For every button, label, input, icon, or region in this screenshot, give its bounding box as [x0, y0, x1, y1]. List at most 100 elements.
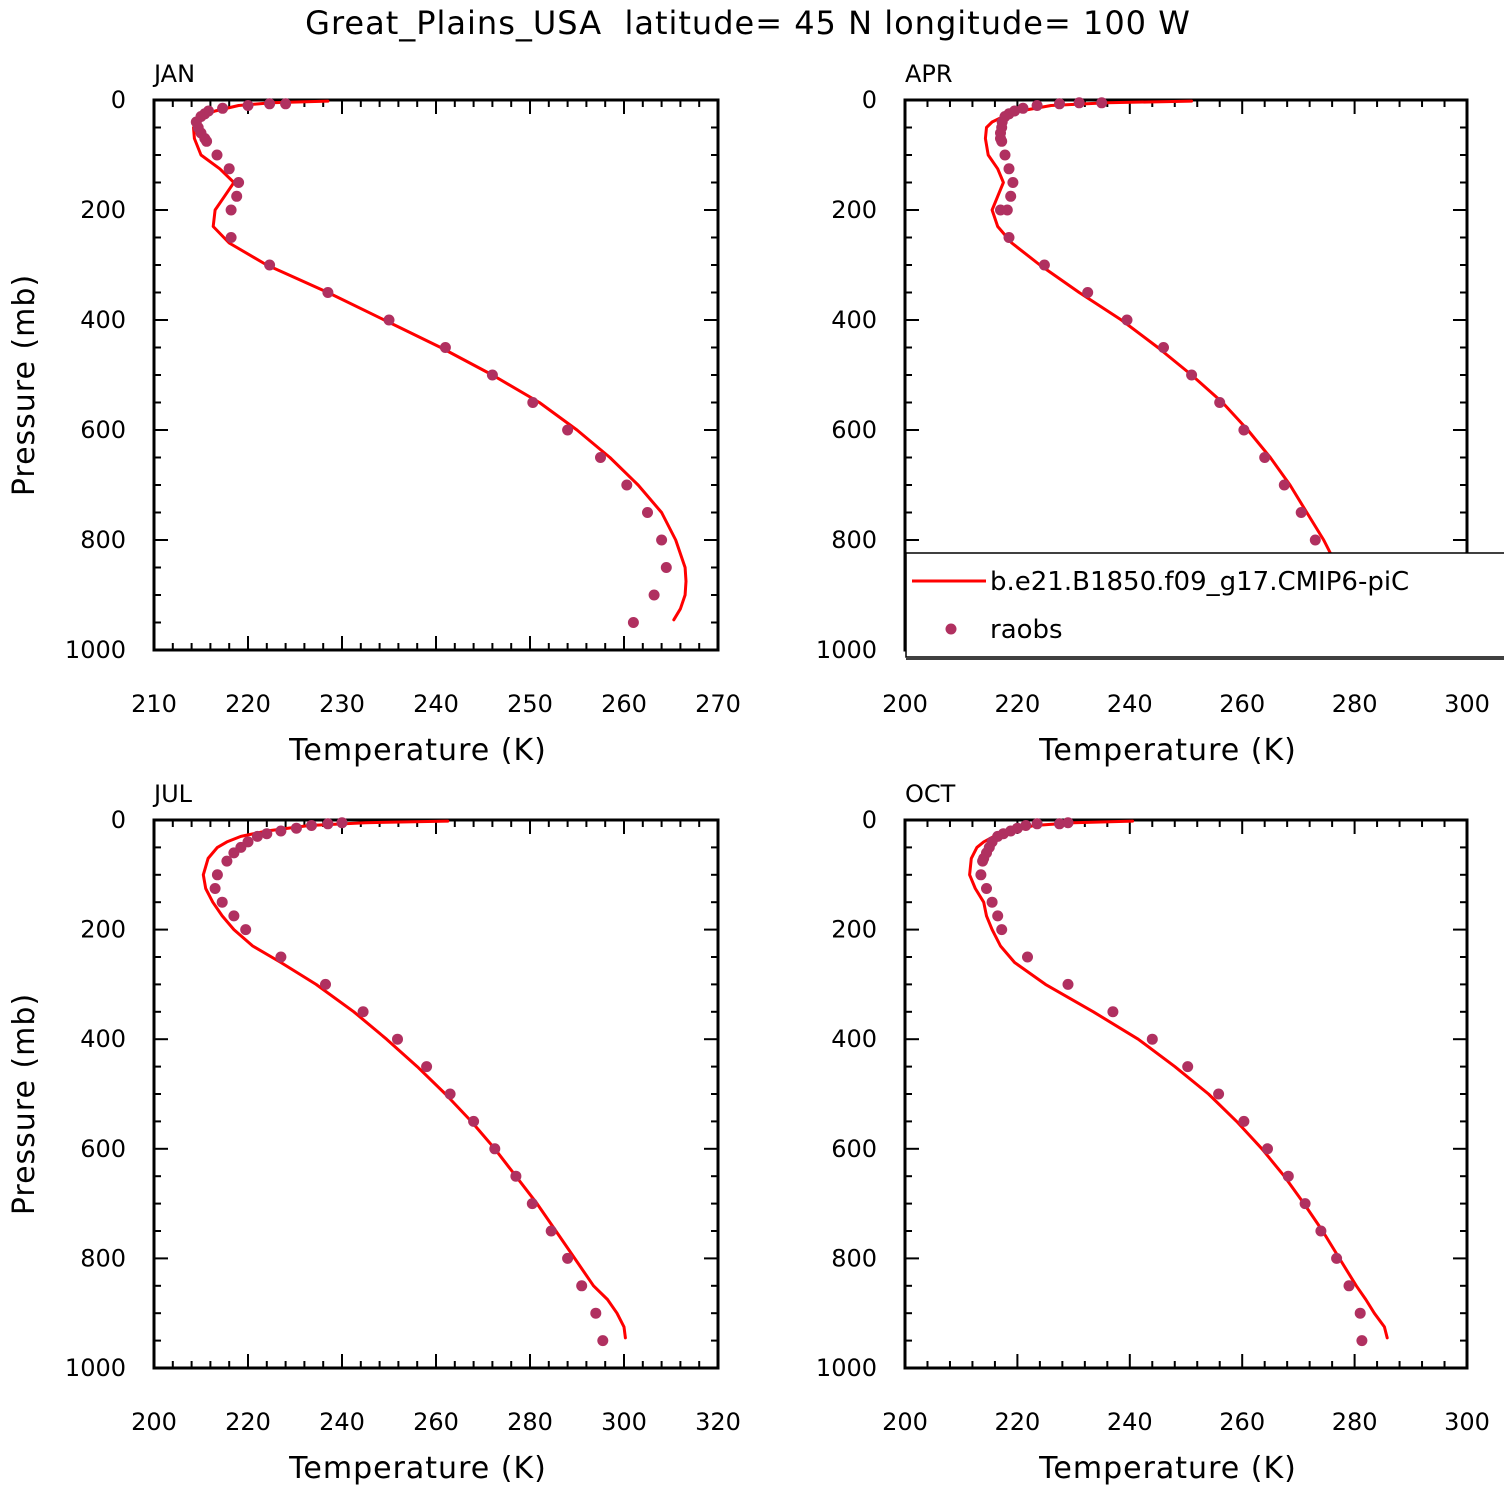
- raobs-point-apr: [995, 204, 1006, 216]
- model-line-oct: [968, 819, 1389, 1340]
- raobs-point-jan: [223, 163, 235, 175]
- raobs-point-apr: [1082, 287, 1094, 298]
- raobs-point-jan: [627, 617, 639, 628]
- legend-obs-marker: [945, 623, 957, 635]
- raobs-point-jan: [486, 369, 498, 381]
- figure-title: Great_Plains_USA latitude= 45 N longitud…: [305, 4, 1191, 42]
- panel-oct: OCT 200 220 240 260 280 300 0 200 400 600 800 1000 Te…: [816, 780, 1490, 1486]
- x-tick-label: 300: [601, 1408, 647, 1436]
- raobs-point-oct: [1356, 1335, 1368, 1347]
- x-tick-label: 260: [413, 1408, 459, 1436]
- raobs-point-jan: [648, 589, 660, 601]
- x-tick-label: 240: [1107, 1408, 1153, 1436]
- raobs-point-jan: [562, 424, 574, 436]
- raobs-point-jan: [439, 342, 451, 353]
- raobs-point-oct: [1282, 1170, 1294, 1182]
- plot-frame-jul: [152, 818, 720, 1370]
- panel-jan: JAN 210 220 230 240 250 260 270 0 200 400 600 800 100…: [7, 60, 741, 768]
- raobs-point-jan: [233, 177, 245, 188]
- y-tick-label: 1000: [816, 636, 877, 664]
- raobs-point-jan: [242, 100, 254, 111]
- raobs-point-jan: [280, 98, 292, 110]
- x-tick-label: 240: [413, 690, 459, 718]
- raobs-point-apr: [1186, 369, 1198, 381]
- raobs-point-jul: [306, 820, 317, 831]
- raobs-point-oct: [1213, 1088, 1225, 1100]
- raobs-point-jul: [545, 1225, 557, 1237]
- x-tick-label: 260: [601, 690, 647, 718]
- x-tick-label: 280: [507, 1408, 553, 1436]
- y-tick-label: 400: [80, 1025, 126, 1053]
- raobs-point-oct: [981, 883, 992, 894]
- y-tick-label: 800: [80, 526, 126, 554]
- raobs-point-jan: [211, 149, 223, 161]
- raobs-point-jul: [251, 830, 263, 842]
- raobs-point-oct: [1022, 951, 1033, 963]
- model-line-jan: [192, 99, 688, 622]
- raobs-point-apr: [1295, 507, 1307, 518]
- y-tick-label: 800: [80, 1244, 126, 1272]
- raobs-point-apr: [1003, 232, 1015, 243]
- raobs-point-oct: [1107, 1006, 1119, 1018]
- panel-apr: APR 200 220 240 260 280 300 0 200 400 600 800 1000 Te…: [816, 60, 1490, 768]
- raobs-point-jul: [357, 1006, 369, 1018]
- legend-model-label: b.e21.B1850.f09_g17.CMIP6-piC: [990, 567, 1409, 597]
- panel-jul: JUL 200 220 240 260 280 300 320 0 200 400 600 800 100…: [7, 780, 741, 1486]
- raobs-point-jul: [562, 1252, 574, 1264]
- model-line-jul: [201, 819, 627, 1340]
- raobs-point-jan: [527, 397, 539, 408]
- raobs-point-oct: [977, 855, 989, 867]
- raobs-point-oct: [1031, 818, 1043, 830]
- raobs-point-jul: [322, 818, 334, 830]
- y-tick-label: 200: [80, 196, 126, 224]
- x-tick-label: 250: [507, 690, 553, 718]
- x-tick-label: 280: [1332, 1408, 1378, 1436]
- x-axis-title-apr: Temperature (K): [1038, 733, 1297, 768]
- x-axis-title-jan: Temperature (K): [288, 733, 547, 768]
- raobs-point-jul: [392, 1033, 403, 1045]
- y-tick-label: 400: [831, 1025, 877, 1053]
- raobs-point-oct: [992, 910, 1004, 922]
- model-line-apr: [983, 99, 1368, 622]
- raobs-point-jul: [510, 1170, 522, 1182]
- raobs-point-apr: [1278, 479, 1290, 491]
- raobs-point-jul: [526, 1198, 538, 1210]
- raobs-point-oct: [986, 896, 998, 908]
- y-tick-label: 600: [831, 416, 877, 444]
- raobs-point-apr: [1003, 163, 1015, 175]
- legend: b.e21.B1850.f09_g17.CMIP6-piC raobs: [905, 552, 1504, 660]
- raobs-point-jul: [290, 822, 302, 834]
- y-tick-label: 200: [80, 916, 126, 944]
- raobs-point-jul: [228, 847, 240, 859]
- panel-label-jan: JAN: [152, 60, 195, 88]
- y-tick-label: 0: [111, 86, 126, 114]
- raobs-point-oct: [1062, 817, 1074, 829]
- raobs-point-apr: [1038, 259, 1050, 271]
- y-tick-label: 400: [80, 306, 126, 334]
- y-tick-label: 0: [862, 806, 877, 834]
- x-tick-label: 240: [1107, 690, 1153, 718]
- raobs-point-apr: [999, 149, 1011, 161]
- x-tick-label: 300: [1444, 690, 1490, 718]
- raobs-point-oct: [1062, 978, 1074, 990]
- raobs-point-jan: [656, 534, 668, 546]
- raobs-point-jul: [209, 883, 221, 894]
- x-tick-label: 220: [225, 690, 271, 718]
- raobs-point-oct: [1238, 1115, 1250, 1127]
- raobs-point-jan: [264, 259, 276, 271]
- raobs-point-jan: [383, 314, 395, 326]
- raobs-point-jul: [275, 951, 287, 963]
- legend-box: [905, 552, 1504, 658]
- raobs-point-oct: [1054, 818, 1065, 830]
- panel-label-oct: OCT: [905, 780, 956, 808]
- raobs-point-jul: [320, 978, 331, 990]
- x-tick-label: 200: [131, 1408, 177, 1436]
- raobs-point-apr: [1007, 177, 1019, 188]
- x-tick-label: 210: [131, 690, 177, 718]
- raobs-point-apr: [1238, 424, 1250, 436]
- raobs-point-jul: [590, 1307, 602, 1319]
- x-tick-label: 280: [1332, 690, 1378, 718]
- raobs-point-oct: [1331, 1252, 1343, 1264]
- raobs-point-jan: [217, 102, 229, 114]
